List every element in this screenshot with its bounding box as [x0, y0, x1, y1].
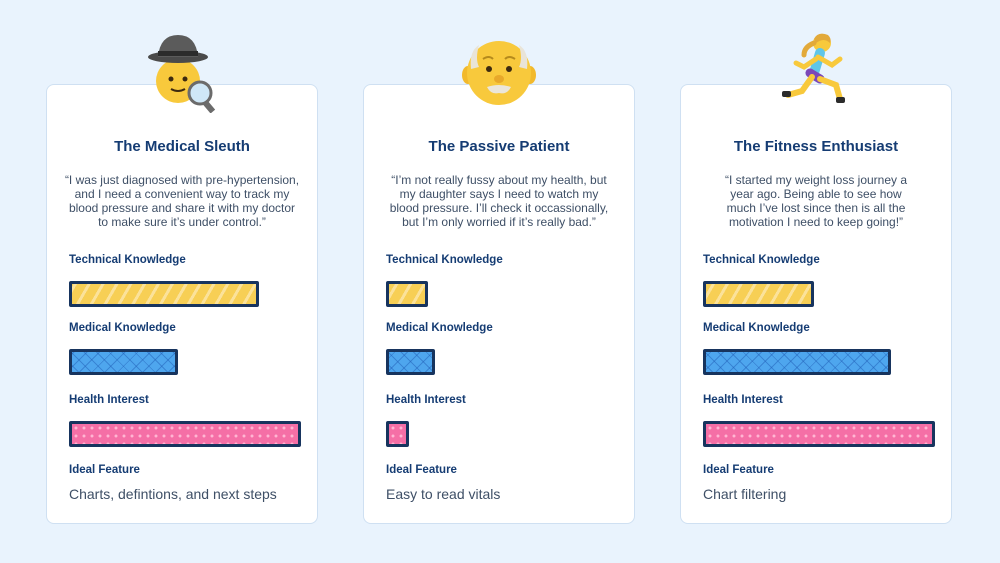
health-interest-bar — [703, 421, 935, 447]
persona-quote: “I started my weight loss journey a year… — [695, 173, 937, 229]
medical-knowledge-bar — [703, 349, 891, 375]
persona-card-passive-patient: The Passive Patient “I’m not really fuss… — [363, 41, 635, 524]
medical-knowledge-bar — [386, 349, 435, 375]
health-interest-label: Health Interest — [703, 394, 783, 406]
quote-line: year ago. Being able to see how — [730, 187, 902, 201]
quote-line: motivation I need to keep going!” — [728, 215, 904, 229]
technical-knowledge-bar — [703, 281, 814, 307]
medical-knowledge-label: Medical Knowledge — [386, 322, 493, 334]
detective-icon — [140, 29, 224, 113]
quote-line: “I’m not really fussy about my health, b… — [391, 173, 607, 187]
health-interest-bar — [69, 421, 301, 447]
technical-knowledge-bar — [386, 281, 428, 307]
technical-knowledge-bar — [69, 281, 259, 307]
ideal-feature-label: Ideal Feature — [386, 464, 457, 476]
quote-line: blood pressure and share it with my doct… — [68, 201, 296, 215]
persona-quote: “I was just diagnosed with pre-hypertens… — [61, 173, 303, 229]
ideal-feature-value: Charts, defintions, and next steps — [69, 486, 277, 502]
persona-card-fitness-enthusiast: The Fitness Enthusiast “I started my wei… — [680, 33, 952, 524]
old-man-icon — [457, 29, 541, 113]
quote-line: “I was just diagnosed with pre-hypertens… — [64, 173, 300, 187]
quote-line: much I’ve lost since then is all the — [726, 201, 906, 215]
medical-knowledge-bar — [69, 349, 178, 375]
persona-quote: “I’m not really fussy about my health, b… — [378, 173, 620, 229]
ideal-feature-label: Ideal Feature — [69, 464, 140, 476]
quote-line: but I’m only worried if it’s really bad.… — [402, 215, 596, 229]
ideal-feature-value: Chart filtering — [703, 486, 787, 502]
health-interest-label: Health Interest — [69, 394, 149, 406]
persona-card-medical-sleuth: The Medical Sleuth “I was just diagnosed… — [46, 35, 318, 524]
persona-title: The Medical Sleuth — [114, 138, 250, 155]
technical-knowledge-label: Technical Knowledge — [386, 254, 503, 266]
health-interest-bar — [386, 421, 409, 447]
quote-line: and I need a convenient way to track my — [74, 187, 290, 201]
running-woman-icon — [774, 29, 858, 113]
medical-knowledge-label: Medical Knowledge — [703, 322, 810, 334]
quote-line: to make sure it’s under control.” — [98, 215, 266, 229]
technical-knowledge-label: Technical Knowledge — [69, 254, 186, 266]
technical-knowledge-label: Technical Knowledge — [703, 254, 820, 266]
persona-title: The Fitness Enthusiast — [733, 138, 899, 155]
ideal-feature-value: Easy to read vitals — [386, 486, 501, 502]
quote-line: “I started my weight loss journey a — [724, 173, 908, 187]
persona-title: The Passive Patient — [428, 138, 570, 155]
quote-line: my daughter says I need to watch my — [399, 187, 599, 201]
quote-line: blood pressure. I’ll check it occassiona… — [389, 201, 609, 215]
medical-knowledge-label: Medical Knowledge — [69, 322, 176, 334]
health-interest-label: Health Interest — [386, 394, 466, 406]
ideal-feature-label: Ideal Feature — [703, 464, 774, 476]
